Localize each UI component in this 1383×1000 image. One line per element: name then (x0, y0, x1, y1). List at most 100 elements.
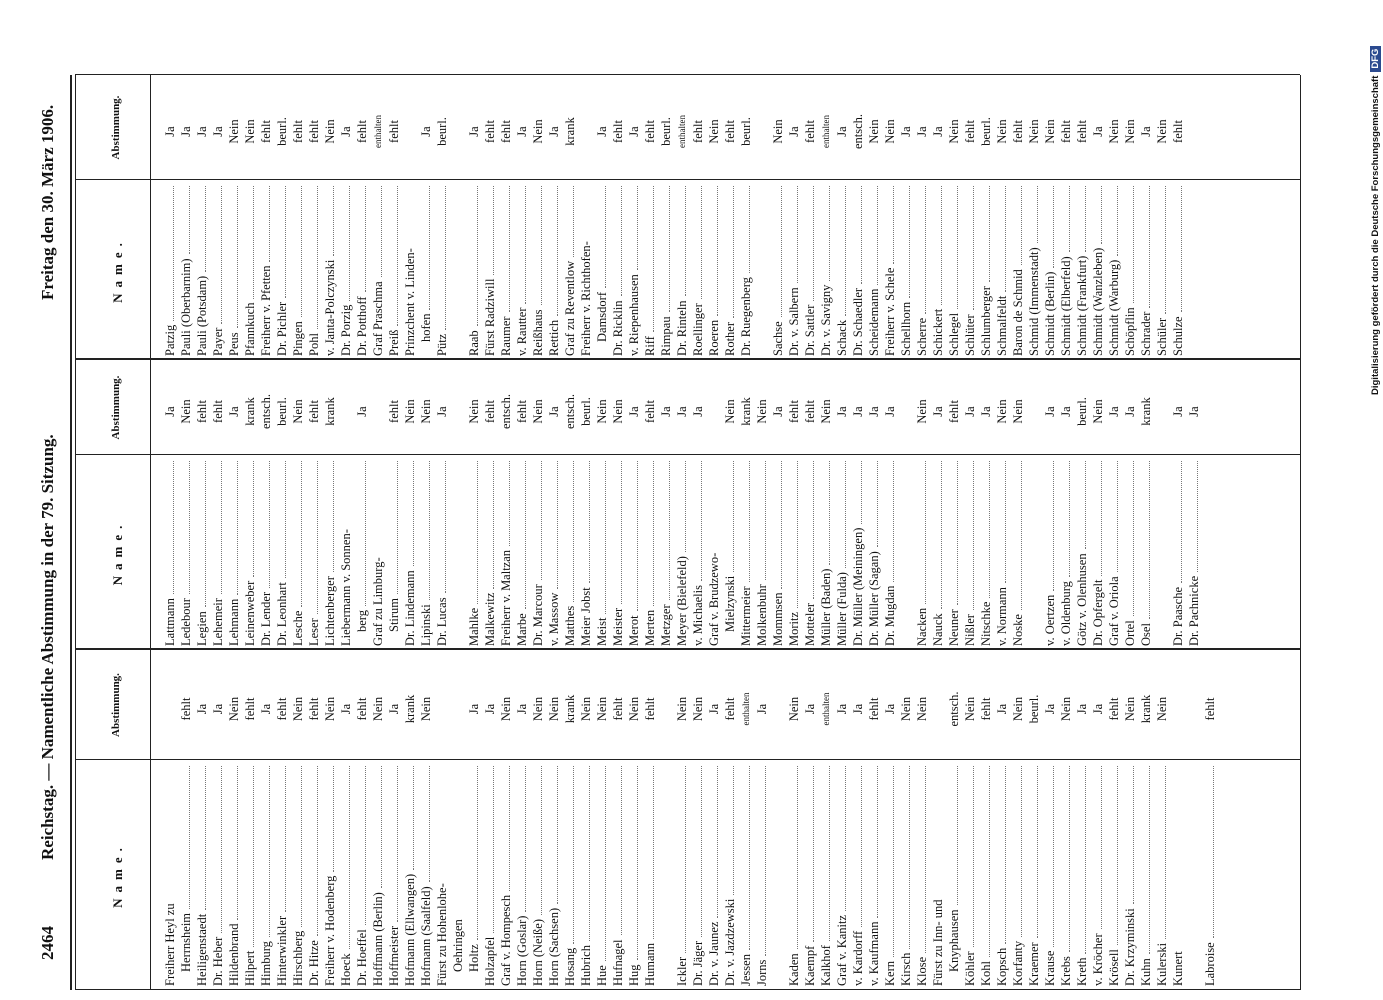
leader (578, 766, 590, 942)
vote: Nein (1091, 399, 1105, 424)
name-cell: Preiß (386, 182, 402, 356)
leader (770, 186, 782, 318)
name: Schmidt (Warburg) (1107, 259, 1121, 356)
entry: Pauli (Oberbarnim) Ja (178, 79, 194, 356)
leader (290, 461, 302, 607)
vote: Ja (1091, 703, 1105, 715)
entry: berg Ja (354, 364, 370, 646)
leader (850, 766, 862, 927)
name: Meyer (Bielefeld) (675, 556, 689, 646)
name: Dr. Porzig (339, 304, 353, 356)
entry: v. Kröcher Ja (1090, 654, 1106, 986)
vote: Ja (179, 126, 193, 137)
vote: Nein (243, 119, 257, 144)
name: Dr. v. Jaunez (707, 921, 721, 986)
name-cell: v. Michaelis (690, 457, 706, 646)
leader (194, 766, 206, 910)
entry: Schlumberger beurl. (978, 79, 994, 356)
leader (546, 461, 558, 589)
vote: Nein (579, 696, 593, 722)
name: Klose (915, 956, 929, 986)
name-cell: Moritz (786, 457, 802, 646)
entry: Dr. v. Savigny enthalten (818, 79, 834, 356)
name-cell: Scheidemann (866, 182, 882, 356)
name-cell: Götz v. Olenhusen (1074, 457, 1090, 646)
entry: Dr. Hitze fehlt (306, 654, 322, 986)
entry: Hofmann (Saalfeld) Nein (418, 654, 434, 986)
vote: Ja (787, 126, 801, 137)
entry: Hildenbrand Nein (226, 654, 242, 986)
leader (434, 186, 446, 330)
name: Damsdorf (595, 292, 609, 342)
leader (1042, 766, 1054, 947)
name-cell: Patzig (162, 182, 178, 356)
name: Merten (643, 609, 657, 646)
name-cell: Heiligenstaedt (194, 762, 210, 986)
name-cell: Hoffmann (Berlin) (370, 762, 386, 986)
name: Nitschke (979, 601, 993, 646)
name: Hue (595, 965, 609, 986)
entry: Merten fehlt (642, 364, 658, 646)
leader (722, 186, 734, 318)
name: Dr. Pichler (275, 301, 289, 356)
name-cell: Müller (Baden) (818, 457, 834, 646)
leader (802, 461, 814, 599)
entry: Hubrich Nein (578, 654, 594, 986)
name: Merot (627, 615, 641, 646)
entry: Heiligenstaedt Ja (194, 654, 210, 986)
name: Jessen (739, 954, 753, 986)
entry: Horn (Goslar) Ja (514, 654, 530, 986)
name-header: Name. (110, 519, 125, 586)
entry: Dr. v. Jaunez Ja (706, 654, 722, 986)
name-cell: Dr. Hoeffel (354, 762, 370, 986)
name: Hinterwinkler (275, 915, 289, 986)
entry: Krause Ja (1042, 654, 1058, 986)
vote: beurl. (659, 117, 673, 146)
vote: Ja (163, 126, 177, 137)
vote: Ja (883, 703, 897, 715)
leader (770, 461, 782, 589)
name-cell: Kunert (1170, 762, 1186, 986)
name: Mommsen (771, 592, 785, 646)
name: Meister (611, 607, 625, 646)
leader (210, 186, 222, 324)
vote: Ja (419, 126, 433, 137)
entry: Kalkhof enthalten (818, 654, 834, 986)
name-cell: v. Kaufmann (866, 762, 882, 986)
name: Hofmann (Saalfeld) (419, 886, 433, 986)
leader (626, 186, 638, 271)
name-cell: v. Massow (546, 457, 562, 646)
entry: Labroise fehlt (1202, 654, 1218, 986)
name-cell: v. Rautter (514, 182, 530, 356)
column-rule (75, 648, 1300, 650)
vote: beurl. (979, 117, 993, 146)
name-cell: Kreth (1074, 762, 1090, 986)
name-cell: Dr. Potthoff (354, 182, 370, 356)
name-cell: Köhler (962, 762, 978, 986)
note: Digitalisierung gefördert durch die Deut… (1369, 75, 1381, 395)
name-cell: Freiherr v. Schele (882, 182, 898, 356)
leader (802, 186, 814, 301)
entry: Hilpert fehlt (242, 654, 258, 986)
name: Reißhaus (531, 309, 545, 356)
name-cell: Reißhaus (530, 182, 546, 356)
name-cell: Scherre (914, 182, 930, 356)
vote: Ja (1043, 703, 1057, 715)
name-cell: Freiherr Heyl zu (162, 762, 178, 986)
leader (1058, 461, 1070, 578)
name: Kalkhof (819, 945, 833, 986)
leader (610, 766, 622, 936)
entry: Legien fehlt (194, 364, 210, 646)
name-cell: Dr. Lucas (434, 457, 450, 646)
name-cell: Meist (594, 457, 610, 646)
leader (402, 766, 414, 870)
name-cell: Sachse (770, 182, 786, 356)
vote: Ja (259, 703, 273, 715)
name-cell: Holtz (466, 762, 482, 986)
name-cell: Hue (594, 762, 610, 986)
entry: Freiherr v. Richthofen- (578, 79, 594, 356)
vote: fehlt (179, 697, 193, 721)
name-cell: Dr. v. Jaunez (706, 762, 722, 986)
entry: Roellinger fehlt (690, 79, 706, 356)
leader (866, 186, 878, 285)
